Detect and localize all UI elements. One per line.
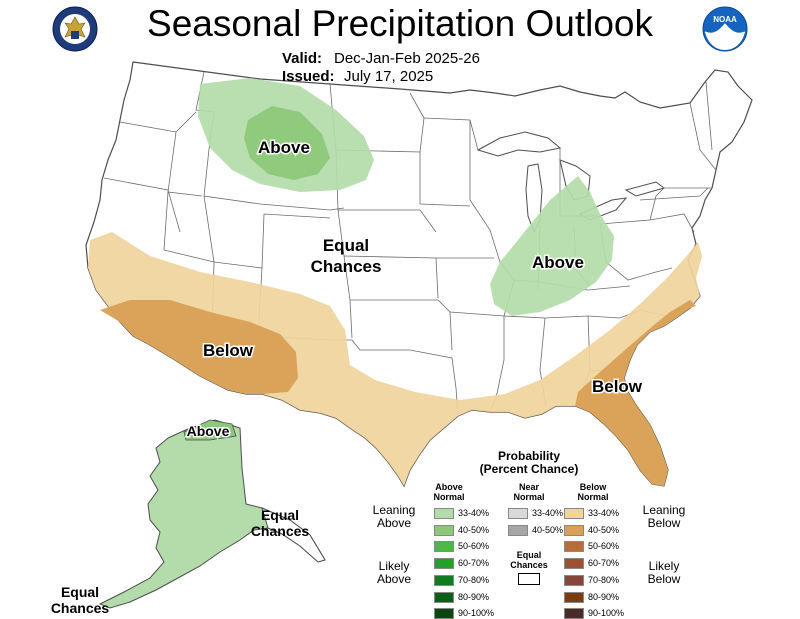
above-label-alaska: Above (187, 423, 230, 439)
below-swatch-1 (564, 525, 584, 536)
valid-row: Valid: (282, 50, 322, 68)
legend-below-head-line1: Below (579, 482, 607, 492)
below-swatch-3 (564, 558, 584, 569)
legend-near-head: Near Normal (504, 482, 554, 502)
legend-likely-below-line2: Below (647, 572, 681, 586)
legend-equal-line2: Chances (510, 560, 548, 570)
above-swatch-0 (434, 508, 454, 519)
below-swatch-label-6: 90-100% (588, 608, 625, 618)
legend-near-head-line2: Normal (513, 492, 545, 502)
below-40-50-southeast (575, 300, 696, 486)
legend-likely-above-line2: Above (376, 572, 412, 586)
above-leaning-ohio (490, 176, 614, 316)
above-label-ohio: Above (532, 253, 584, 272)
equal-chances-sw-line2: Chances (51, 600, 110, 616)
legend-likely-above-line1: Likely (378, 559, 410, 573)
above-swatch-label-1: 40-50% (458, 525, 490, 535)
below-swatch-label-3: 60-70% (588, 558, 620, 568)
legend-leaning-below: Leaning Below (636, 504, 692, 530)
below-swatch-label-5: 80-90% (588, 592, 620, 602)
below-label-southeast: Below (592, 377, 643, 396)
issued-value: July 17, 2025 (344, 68, 434, 85)
legend: Probability (Percent Chance) Above Norma… (352, 448, 800, 619)
below-swatch-label-2: 50-60% (588, 541, 620, 551)
above-swatch-label-4: 70-80% (458, 575, 490, 585)
below-swatch-4 (564, 575, 584, 586)
alaska-north-above (183, 419, 237, 441)
above-swatch-5 (434, 592, 454, 603)
above-swatch-2 (434, 541, 454, 552)
below-leaning-region (88, 232, 702, 486)
legend-above-head-line1: Above (435, 482, 463, 492)
legend-title-line2: (Percent Chance) (479, 462, 579, 476)
equal-chances-alaska-line2: Chances (251, 523, 310, 539)
page-title: Seasonal Precipitation Outlook (147, 3, 653, 44)
legend-likely-below: Likely Below (636, 560, 692, 586)
above-swatch-label-3: 60-70% (458, 558, 490, 568)
legend-below-head: Below Normal (568, 482, 618, 502)
issued-row: Issued: (282, 68, 335, 86)
valid-label: Valid: (282, 50, 323, 67)
legend-leaning-above-line1: Leaning (372, 503, 416, 517)
near-swatch-label-0: 33-40% (532, 508, 564, 518)
equal-chances-alaska-line1: Equal (261, 507, 299, 523)
below-swatch-0 (564, 508, 584, 519)
above-swatch-label-5: 80-90% (458, 592, 490, 602)
above-swatch-6 (434, 608, 454, 619)
below-swatch-2 (564, 541, 584, 552)
legend-below-head-line2: Normal (577, 492, 609, 502)
legend-likely-above: Likely Above (366, 560, 422, 586)
legend-leaning-below-line2: Below (647, 516, 681, 530)
legend-title-line1: Probability (497, 449, 560, 463)
below-swatch-label-4: 70-80% (588, 575, 620, 585)
above-swatch-label-6: 90-100% (458, 608, 495, 618)
legend-title: Probability (Percent Chance) (444, 450, 614, 476)
below-swatch-label-0: 33-40% (588, 508, 620, 518)
equal-chances-sw-line1: Equal (61, 584, 99, 600)
above-swatch-3 (434, 558, 454, 569)
noaa-logo-text: NOAA (713, 15, 737, 24)
alaska-outline (98, 419, 326, 609)
valid-value: Dec-Jan-Feb 2025-26 (334, 50, 480, 67)
issued-label: Issued: (282, 68, 335, 85)
below-swatch-label-1: 40-50% (588, 525, 620, 535)
legend-above-head-line2: Normal (433, 492, 465, 502)
below-swatch-6 (564, 608, 584, 619)
noaa-logo-icon: NOAA (702, 6, 748, 52)
near-swatch-1 (508, 525, 528, 536)
near-swatch-label-1: 40-50% (532, 525, 564, 535)
legend-likely-below-line1: Likely (648, 559, 680, 573)
legend-leaning-above-line2: Above (376, 516, 412, 530)
below-swatch-5 (564, 592, 584, 603)
equal-chances-center-line2: Chances (311, 257, 382, 276)
legend-near-head-line1: Near (518, 482, 539, 492)
equal-chances-center-line1: Equal (323, 236, 369, 255)
legend-equal-swatch (518, 573, 540, 585)
legend-equal-line1: Equal (516, 550, 542, 560)
legend-leaning-below-line1: Leaning (642, 503, 686, 517)
above-swatch-1 (434, 525, 454, 536)
alaska-panhandle (261, 507, 326, 563)
legend-leaning-above: Leaning Above (366, 504, 422, 530)
legend-equal-chances: Equal Chances (502, 550, 556, 570)
below-label-southwest: Below (203, 341, 254, 360)
doc-seal-icon (52, 6, 98, 52)
near-swatch-0 (508, 508, 528, 519)
above-label-north: Above (258, 138, 310, 157)
above-swatch-label-0: 33-40% (458, 508, 490, 518)
above-swatch-4 (434, 575, 454, 586)
below-40-50-southwest (100, 300, 298, 394)
above-swatch-label-2: 50-60% (458, 541, 490, 551)
legend-above-head: Above Normal (424, 482, 474, 502)
above-40-50-north (244, 106, 330, 180)
